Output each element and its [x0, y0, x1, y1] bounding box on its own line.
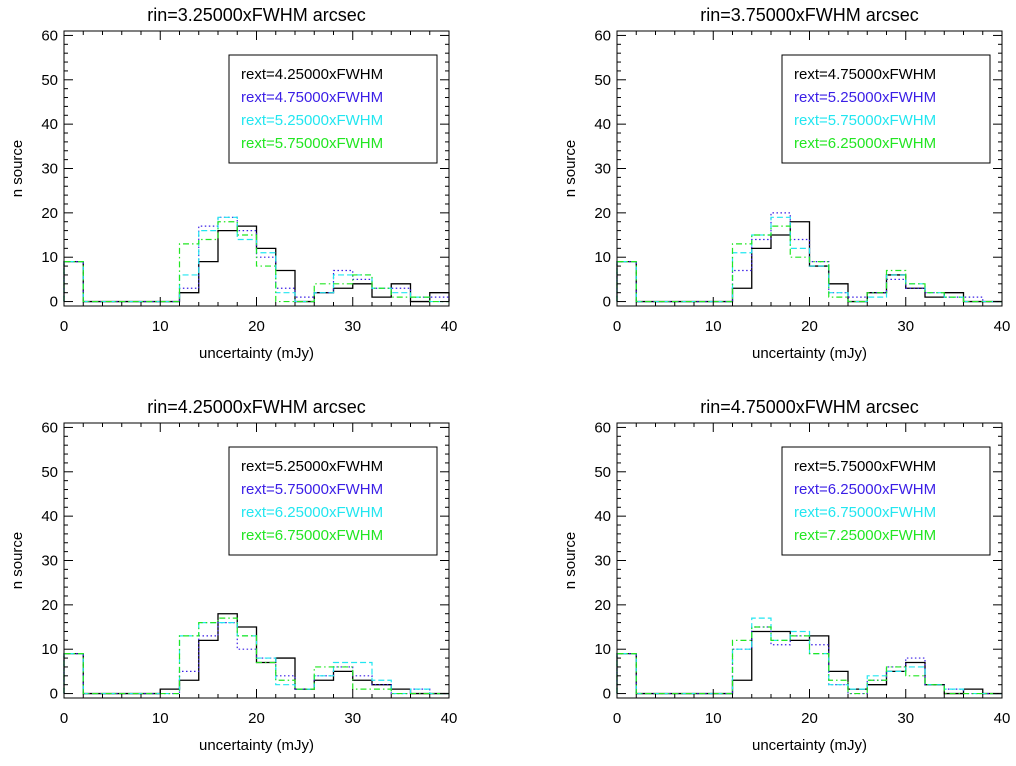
legend: rext=5.75000xFWHM rext=6.25000xFWHM rext=6…	[781, 446, 991, 556]
x-tick-label: 20	[248, 318, 265, 335]
x-tick-label: 10	[152, 318, 169, 335]
y-axis-label: n source	[562, 532, 579, 590]
legend-entry-1: rext=5.75000xFWHM	[794, 458, 936, 475]
x-tick-label: 10	[705, 318, 722, 335]
x-axis-label: uncertainty (mJy)	[752, 345, 867, 362]
x-tick-label: 20	[248, 710, 265, 727]
y-tick-label: 10	[594, 249, 611, 266]
y-tick-label: 20	[41, 597, 58, 614]
series-line-3	[616, 617, 1002, 695]
y-tick-label: 50	[594, 72, 611, 89]
y-tick-label: 60	[41, 27, 58, 44]
y-tick-label: 40	[41, 116, 58, 133]
series-line-4	[63, 221, 449, 303]
y-tick-label: 20	[41, 205, 58, 222]
legend: rext=4.25000xFWHM rext=4.75000xFWHM rext=5…	[228, 54, 438, 164]
chart-title: rin=3.75000xFWHM arcsec	[700, 5, 919, 25]
legend-entry-1: rext=4.25000xFWHM	[241, 66, 383, 83]
x-tick-label: 10	[152, 710, 169, 727]
y-axis-label: n source	[9, 532, 26, 590]
chart-title: rin=4.25000xFWHM arcsec	[147, 397, 366, 417]
y-tick-label: 30	[594, 553, 611, 570]
x-tick-label: 20	[801, 318, 818, 335]
x-tick-label: 40	[441, 710, 458, 727]
x-tick-label: 30	[344, 318, 361, 335]
x-tick-label: 30	[897, 710, 914, 727]
x-tick-label: 30	[344, 710, 361, 727]
y-tick-label: 30	[41, 553, 58, 570]
legend: rext=5.25000xFWHM rext=5.75000xFWHM rext=6…	[228, 446, 438, 556]
y-tick-label: 50	[594, 464, 611, 481]
y-tick-label: 40	[41, 508, 58, 525]
chart-panel-1: 0 10 20 30 40 0 10 20 30 40 50 60 rin=3.25000xFWHM a…	[9, 5, 457, 362]
x-axis-label: uncertainty (mJy)	[752, 737, 867, 754]
legend-box	[228, 54, 438, 164]
x-tick-label: 0	[60, 710, 68, 727]
legend-entry-1: rext=5.25000xFWHM	[241, 458, 383, 475]
legend-entry-2: rext=5.75000xFWHM	[241, 481, 383, 498]
y-tick-label: 30	[41, 161, 58, 178]
chart-panel-3: 0 10 20 30 40 0 10 20 30 40 50 60 rin=4.25000xFWHM a…	[9, 397, 457, 754]
x-tick-label: 0	[613, 318, 621, 335]
x-tick-label: 20	[801, 710, 818, 727]
y-axis-label: n source	[9, 140, 26, 198]
y-tick-label: 30	[594, 161, 611, 178]
y-tick-label: 0	[50, 686, 58, 703]
x-tick-label: 10	[705, 710, 722, 727]
chart-panel-2: 0 10 20 30 40 0 10 20 30 40 50 60 rin=3.75000xFWHM a…	[562, 5, 1010, 362]
y-tick-label: 10	[41, 249, 58, 266]
y-tick-label: 10	[594, 641, 611, 658]
legend-entry-3: rext=5.25000xFWHM	[241, 112, 383, 129]
x-tick-label: 40	[441, 318, 458, 335]
y-tick-label: 60	[41, 419, 58, 436]
legend-entry-4: rext=7.25000xFWHM	[794, 527, 936, 544]
legend-box	[228, 446, 438, 556]
y-tick-label: 10	[41, 641, 58, 658]
series-line-4	[616, 225, 1002, 303]
legend-box	[781, 54, 991, 164]
y-tick-label: 40	[594, 116, 611, 133]
legend-entry-2: rext=4.75000xFWHM	[241, 89, 383, 106]
x-tick-label: 0	[613, 710, 621, 727]
series-line-4	[616, 626, 1002, 695]
y-tick-label: 40	[594, 508, 611, 525]
chart-panel-4: 0 10 20 30 40 0 10 20 30 40 50 60 rin=4.75000xFWHM a…	[562, 397, 1010, 754]
legend-entry-3: rext=5.75000xFWHM	[794, 112, 936, 129]
legend-box	[781, 446, 991, 556]
legend: rext=4.75000xFWHM rext=5.25000xFWHM rext=5…	[781, 54, 991, 164]
y-axis-label: n source	[562, 140, 579, 198]
y-tick-label: 0	[603, 686, 611, 703]
x-axis-label: uncertainty (mJy)	[199, 345, 314, 362]
x-tick-label: 40	[994, 710, 1011, 727]
x-tick-label: 40	[994, 318, 1011, 335]
x-tick-label: 0	[60, 318, 68, 335]
x-tick-label: 30	[897, 318, 914, 335]
series-line-4	[63, 617, 449, 695]
legend-entry-1: rext=4.75000xFWHM	[794, 66, 936, 83]
legend-entry-3: rext=6.25000xFWHM	[241, 504, 383, 521]
y-tick-label: 0	[50, 294, 58, 311]
chart-title: rin=3.25000xFWHM arcsec	[147, 5, 366, 25]
legend-entry-2: rext=6.25000xFWHM	[794, 481, 936, 498]
x-axis-label: uncertainty (mJy)	[199, 737, 314, 754]
y-tick-label: 60	[594, 27, 611, 44]
y-tick-label: 0	[603, 294, 611, 311]
legend-entry-2: rext=5.25000xFWHM	[794, 89, 936, 106]
chart-title: rin=4.75000xFWHM arcsec	[700, 397, 919, 417]
legend-entry-4: rext=6.75000xFWHM	[241, 527, 383, 544]
y-tick-label: 50	[41, 72, 58, 89]
y-tick-label: 20	[594, 205, 611, 222]
y-tick-label: 50	[41, 464, 58, 481]
legend-entry-4: rext=5.75000xFWHM	[241, 135, 383, 152]
legend-entry-3: rext=6.75000xFWHM	[794, 504, 936, 521]
y-tick-label: 20	[594, 597, 611, 614]
series-line-3	[63, 622, 449, 695]
legend-entry-4: rext=6.25000xFWHM	[794, 135, 936, 152]
y-tick-label: 60	[594, 419, 611, 436]
